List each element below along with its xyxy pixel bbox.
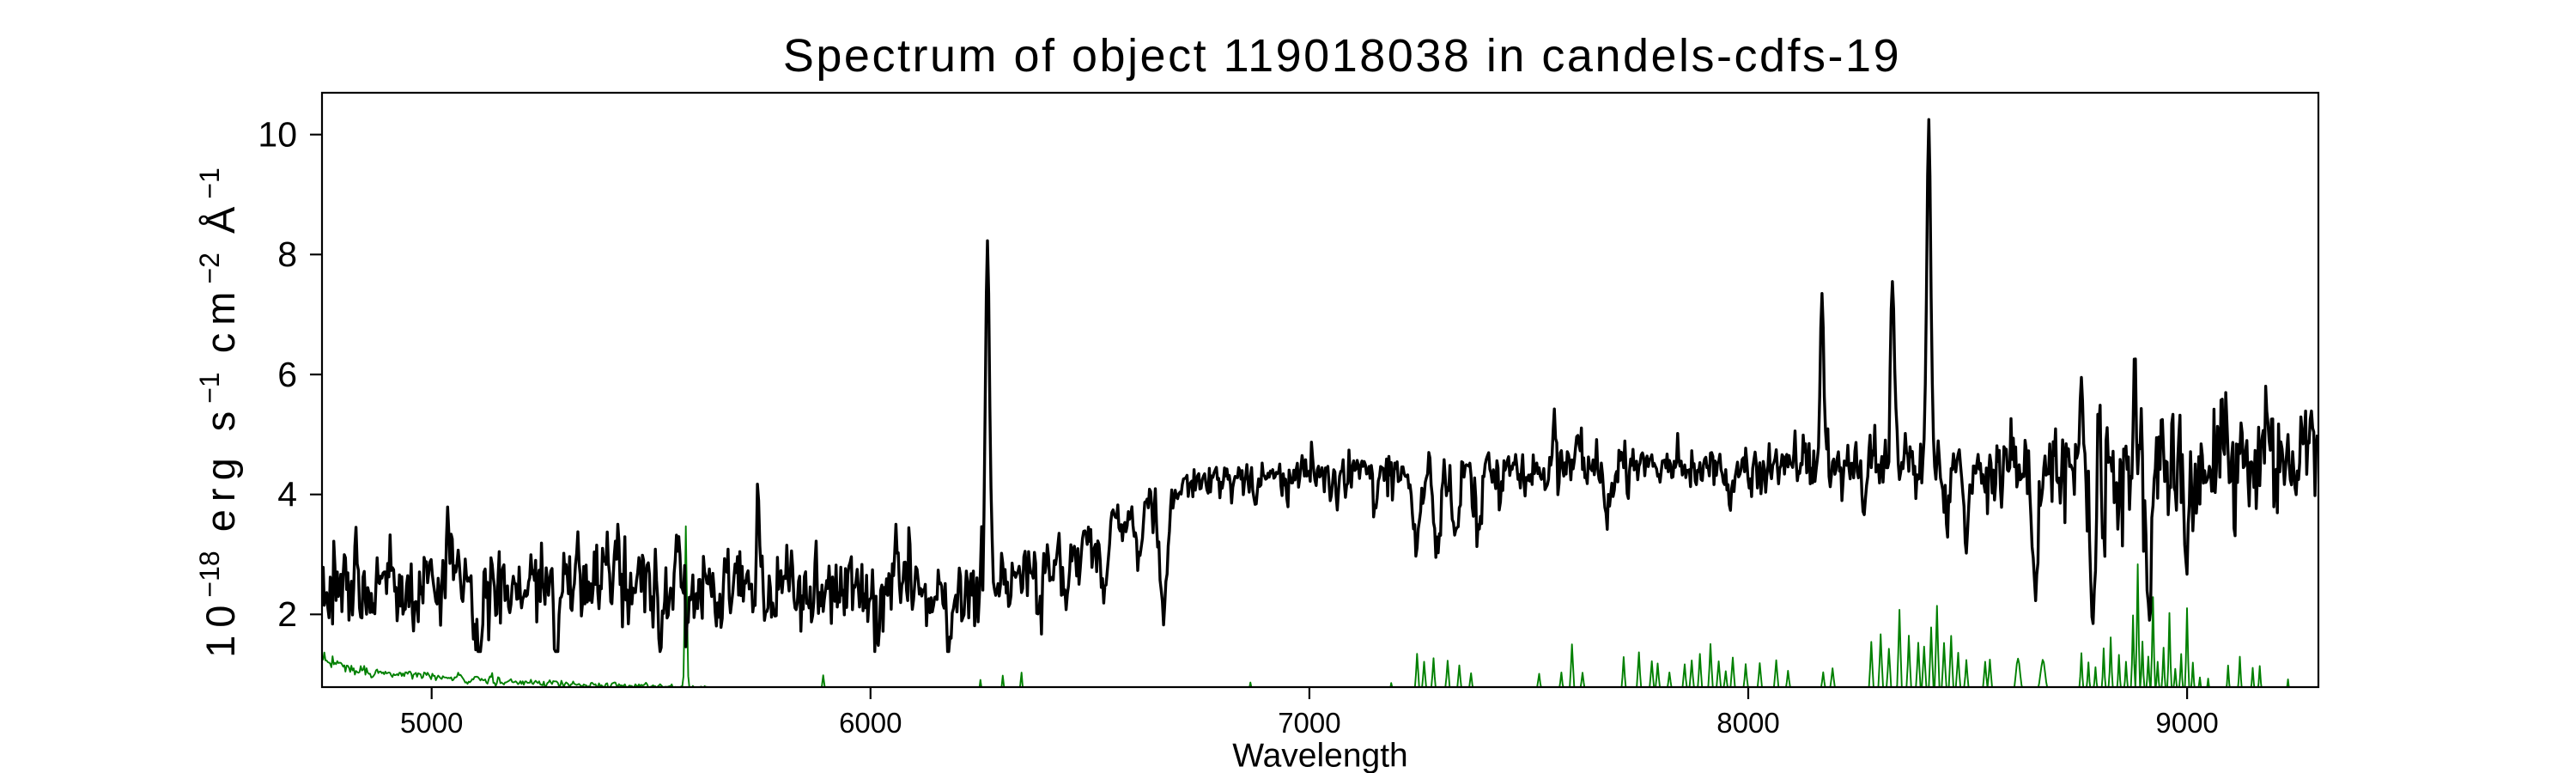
svg-text:6000: 6000: [839, 707, 902, 739]
svg-text:7000: 7000: [1278, 707, 1340, 739]
svg-text:5000: 5000: [400, 707, 463, 739]
svg-text:Wavelength: Wavelength: [1232, 738, 1408, 773]
svg-text:10−18 erg s−1 cm−2 Å−1: 10−18 erg s−1 cm−2 Å−1: [194, 167, 243, 658]
svg-text:8: 8: [277, 234, 297, 274]
svg-text:9000: 9000: [2155, 707, 2218, 739]
svg-text:8000: 8000: [1716, 707, 1779, 739]
svg-text:Spectrum of object 119018038 i: Spectrum of object 119018038 in candels-…: [783, 30, 1901, 82]
svg-text:4: 4: [277, 475, 297, 514]
svg-text:2: 2: [277, 594, 297, 634]
svg-text:10: 10: [258, 115, 297, 155]
svg-text:6: 6: [277, 355, 297, 394]
